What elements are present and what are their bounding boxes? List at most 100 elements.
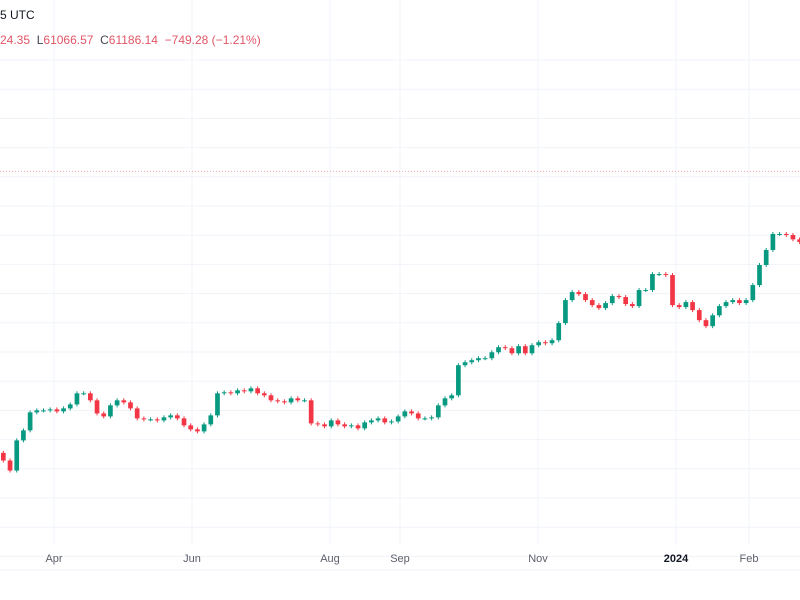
candle [482, 356, 488, 361]
candle [134, 406, 140, 421]
candle-body [261, 393, 267, 396]
x-tick-label: Jun [183, 553, 201, 565]
candle-body [670, 275, 675, 306]
candle-body [362, 422, 368, 429]
candle [108, 403, 113, 419]
candle [228, 390, 234, 396]
candle [141, 416, 147, 422]
candle-body [496, 347, 501, 353]
candle [362, 420, 368, 431]
candle [348, 423, 354, 429]
candle [757, 263, 762, 288]
candle-body [643, 290, 649, 292]
candle [536, 340, 542, 348]
candle [335, 418, 341, 427]
candle [154, 417, 160, 423]
candle-body [509, 348, 515, 354]
candle-body [783, 233, 789, 236]
symbol-title: 5 UTC [0, 8, 35, 22]
candle [415, 411, 421, 421]
candle [248, 386, 254, 394]
candle [783, 231, 789, 238]
candle-body [596, 305, 602, 309]
candle [623, 295, 629, 307]
candle-body [168, 415, 173, 418]
candle-body [288, 398, 294, 403]
x-tick-label: Sep [390, 553, 410, 565]
candle [435, 403, 441, 420]
candle [422, 416, 428, 421]
candle-body [556, 323, 562, 341]
candle-body [335, 420, 341, 425]
candle [563, 298, 568, 326]
candle [27, 410, 33, 433]
candle [61, 406, 66, 414]
candle-body [114, 400, 120, 406]
candle-body [201, 424, 207, 432]
candle [81, 391, 86, 396]
candle-body [328, 420, 334, 427]
candle-body [282, 401, 287, 403]
candle-body [7, 460, 13, 471]
candle [696, 308, 702, 323]
candle [429, 415, 434, 421]
candle [41, 408, 46, 413]
candle-body [476, 358, 481, 361]
candle-body [47, 409, 53, 411]
candle-body [94, 400, 100, 414]
candle [188, 423, 194, 432]
candle [502, 345, 508, 351]
candle-body [763, 249, 769, 266]
candle [382, 416, 388, 425]
candle-body [87, 393, 93, 401]
candle-body [34, 410, 40, 413]
candle [369, 418, 374, 425]
candle [121, 398, 127, 405]
candle-body [108, 405, 113, 417]
candle-body [369, 420, 374, 423]
candle [449, 393, 455, 401]
candle [737, 298, 742, 306]
candle [148, 417, 153, 422]
candle [282, 399, 287, 405]
candle [690, 300, 695, 313]
high-value: 24.35 [0, 33, 31, 47]
candle-body [569, 292, 575, 301]
candle [636, 288, 642, 309]
candle-body [703, 320, 709, 327]
candle [215, 391, 220, 418]
candle [730, 298, 736, 305]
candle-body [235, 390, 240, 394]
x-tick-label: Feb [740, 553, 759, 565]
candle [402, 409, 408, 419]
candle [462, 360, 468, 368]
candle-body [215, 393, 220, 416]
candle-body [469, 360, 475, 363]
candle-body [737, 300, 742, 304]
candle-body [348, 425, 354, 427]
candle-body [529, 345, 535, 354]
candle-body [342, 424, 347, 427]
candle [543, 340, 548, 346]
candle [74, 391, 80, 407]
candle [7, 458, 13, 473]
candle-body [409, 411, 414, 414]
candle [529, 343, 535, 356]
candle [442, 396, 448, 408]
candle [650, 272, 655, 293]
candle [616, 294, 622, 300]
candle [47, 407, 53, 413]
candle [723, 300, 729, 309]
candle [790, 233, 796, 242]
candle-body [589, 300, 595, 306]
candle [328, 418, 334, 429]
candle [743, 298, 749, 306]
low-value: 61066.57 [43, 33, 94, 47]
candle-body [248, 388, 254, 392]
candle [67, 402, 73, 411]
time-axis[interactable]: Apr Jun Aug Sep Nov 2024 Feb [45, 553, 758, 565]
candle-body [790, 235, 796, 240]
candle [569, 290, 575, 303]
candle [476, 356, 481, 363]
